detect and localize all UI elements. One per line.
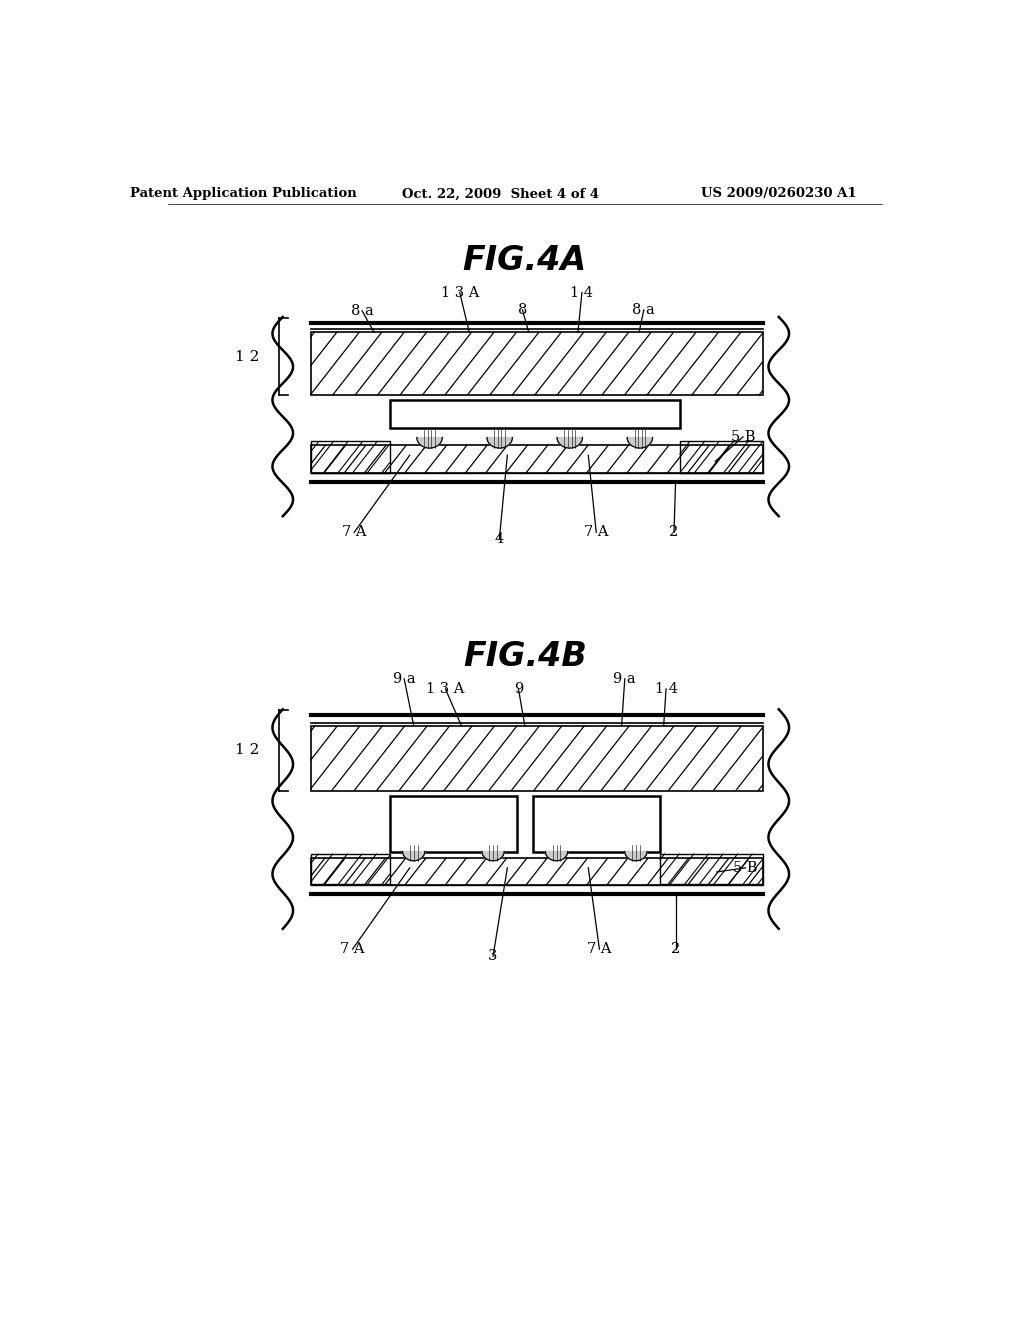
Polygon shape: [557, 437, 583, 447]
Polygon shape: [625, 851, 647, 861]
Text: 7 A: 7 A: [587, 942, 611, 956]
Text: 3: 3: [488, 949, 498, 964]
Bar: [310, 726, 763, 791]
Text: 8: 8: [518, 302, 527, 317]
Text: 1 2: 1 2: [234, 743, 259, 758]
Text: 5 B: 5 B: [731, 430, 756, 444]
Text: 7 A: 7 A: [584, 525, 608, 540]
Text: US 2009/0260230 A1: US 2009/0260230 A1: [701, 187, 856, 201]
Polygon shape: [402, 851, 425, 861]
Bar: [310, 858, 763, 886]
Text: Patent Application Publication: Patent Application Publication: [130, 187, 356, 201]
Text: Oct. 22, 2009  Sheet 4 of 4: Oct. 22, 2009 Sheet 4 of 4: [402, 187, 600, 201]
Text: 1 2: 1 2: [234, 350, 259, 363]
Polygon shape: [417, 437, 442, 447]
Text: 9 a: 9 a: [613, 672, 636, 686]
Text: 7 A: 7 A: [340, 942, 365, 956]
Bar: [390, 400, 680, 428]
Bar: [659, 854, 763, 884]
Text: 1 4: 1 4: [654, 682, 678, 696]
Text: 2: 2: [671, 942, 680, 956]
Text: 5 B: 5 B: [733, 861, 758, 875]
Bar: [390, 796, 517, 851]
Bar: [310, 333, 763, 395]
Text: 1 4: 1 4: [570, 285, 594, 300]
Text: 1 3 A: 1 3 A: [440, 285, 479, 300]
Polygon shape: [482, 851, 504, 861]
Text: 9: 9: [514, 682, 523, 696]
Bar: [680, 441, 763, 474]
Bar: [310, 441, 390, 474]
Text: FIG.4B: FIG.4B: [463, 640, 587, 673]
Text: 1 3 A: 1 3 A: [426, 682, 465, 696]
Polygon shape: [487, 437, 512, 447]
Bar: [532, 796, 659, 851]
Polygon shape: [627, 437, 652, 447]
Bar: [310, 854, 390, 884]
Text: 2: 2: [670, 525, 679, 540]
Text: 4: 4: [495, 532, 504, 545]
Text: FIG.4A: FIG.4A: [463, 244, 587, 277]
Polygon shape: [546, 851, 567, 861]
Text: 9 a: 9 a: [393, 672, 416, 686]
Text: 8 a: 8 a: [351, 304, 374, 318]
Text: 8 a: 8 a: [633, 302, 655, 317]
Text: 7 A: 7 A: [342, 525, 367, 540]
Bar: [310, 445, 763, 474]
